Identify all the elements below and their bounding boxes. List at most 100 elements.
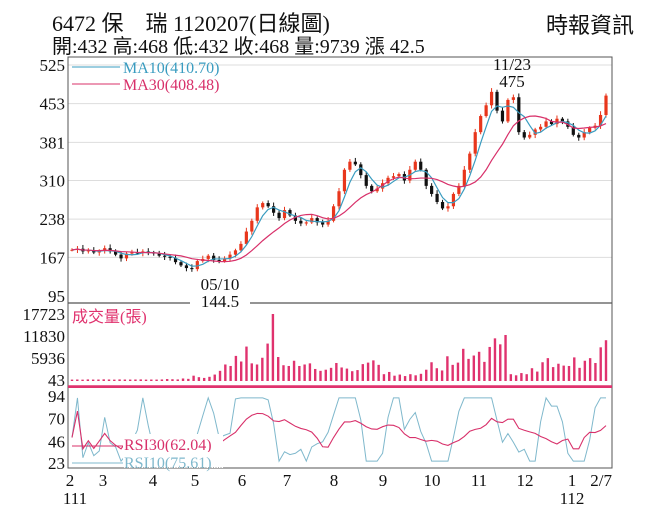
x-axis-year-label: 112 xyxy=(560,489,585,508)
candle-body xyxy=(304,222,308,224)
volume-bar xyxy=(329,367,333,381)
candle-body xyxy=(370,185,374,192)
rsi-axis-label: 23 xyxy=(48,454,65,473)
volume-bar xyxy=(187,378,190,381)
candle-body xyxy=(353,161,357,165)
volume-bar xyxy=(298,365,301,381)
x-axis-label: 3 xyxy=(99,471,108,490)
volume-bar xyxy=(351,371,354,381)
volume-bar xyxy=(488,346,491,381)
volume-bar xyxy=(451,364,454,381)
volume-bar xyxy=(165,379,169,381)
volume-bar xyxy=(393,375,396,381)
candle-body xyxy=(179,262,183,266)
price-axis-label: 381 xyxy=(40,133,66,152)
volume-bar xyxy=(398,374,402,381)
x-axis-label: 4 xyxy=(149,471,158,490)
candle-body xyxy=(315,218,319,223)
candle-body xyxy=(293,215,298,221)
x-axis-label: 2 xyxy=(66,471,75,490)
volume-bar xyxy=(70,379,74,381)
candle-body xyxy=(250,220,254,232)
candle-body xyxy=(348,161,352,170)
candle-body xyxy=(577,134,581,138)
volume-bar xyxy=(562,365,565,381)
volume-bar xyxy=(271,314,275,381)
ma30-line xyxy=(71,115,607,263)
candle-body xyxy=(261,203,265,208)
candle-body xyxy=(310,218,314,223)
volume-bar xyxy=(525,374,528,381)
volume-bar xyxy=(335,362,338,381)
volume-bar xyxy=(382,374,386,381)
x-axis-label: 5 xyxy=(191,471,200,490)
volume-bar xyxy=(530,368,534,381)
x-axis-label: 12 xyxy=(517,471,534,490)
candle-body xyxy=(457,185,461,194)
candle-body xyxy=(413,161,417,170)
volume-bar xyxy=(366,362,370,381)
volume-bar xyxy=(303,364,306,381)
volume-bar xyxy=(213,374,216,381)
candle-body xyxy=(282,210,287,219)
candle-body xyxy=(571,126,575,135)
candle-body xyxy=(222,258,227,262)
volume-bar xyxy=(430,362,433,381)
candle-body xyxy=(511,97,515,100)
volume-bar xyxy=(425,369,428,381)
volume-bar xyxy=(97,379,100,381)
volume-bar xyxy=(91,379,95,381)
candle-body xyxy=(386,177,390,184)
volume-bar xyxy=(604,340,608,381)
plot-frame xyxy=(67,56,613,469)
volume-bar xyxy=(472,355,476,381)
candle-body xyxy=(157,253,161,256)
volume-bar xyxy=(171,379,174,381)
volume-bar xyxy=(324,369,327,381)
volume-legend: 成交量(張) xyxy=(72,308,147,326)
candle-body xyxy=(451,193,456,207)
candle-body xyxy=(277,212,281,219)
volume-bar xyxy=(520,373,523,381)
candle-body xyxy=(588,127,592,133)
candle-body xyxy=(331,206,336,221)
low-value-annotation: 144.5 xyxy=(201,292,239,311)
volume-bar xyxy=(139,379,142,381)
volume-bar xyxy=(588,358,592,381)
volume-bar xyxy=(594,362,597,381)
volume-bar xyxy=(551,367,555,381)
volume-bar xyxy=(76,379,79,381)
candle-body xyxy=(484,105,488,117)
volume-bar xyxy=(292,360,296,381)
candle-body xyxy=(108,248,112,252)
volume-bar xyxy=(403,376,407,381)
volume-bar xyxy=(409,374,412,381)
volume-bar xyxy=(319,370,322,381)
candle-body xyxy=(255,207,259,221)
candle-body xyxy=(468,153,472,170)
candle-body xyxy=(440,201,445,209)
candle-body xyxy=(446,206,450,209)
candle-body xyxy=(473,132,477,154)
volume-bar xyxy=(414,375,417,381)
candle-body xyxy=(337,191,341,207)
candle-body xyxy=(506,99,510,122)
candle-body xyxy=(397,174,401,177)
x-axis-year-label: 111 xyxy=(63,489,87,508)
x-axis-label: 6 xyxy=(238,471,247,490)
volume-bar xyxy=(86,379,90,381)
volume-bar xyxy=(113,379,116,381)
ma10-legend: MA10(410.70) xyxy=(123,60,219,77)
rsi10-legend: RSI10(75.61) xyxy=(124,455,212,472)
candle-body xyxy=(549,121,554,125)
price-axis-label: 167 xyxy=(40,248,66,267)
price-axis-label: 525 xyxy=(40,56,66,75)
volume-bar xyxy=(477,351,481,381)
volume-axis-label: 11830 xyxy=(23,327,65,346)
low-date-annotation: 05/10 xyxy=(201,275,240,294)
candle-body xyxy=(266,203,270,207)
volume-bar xyxy=(557,363,560,381)
candle-body xyxy=(435,193,439,202)
volume-bar xyxy=(229,365,232,381)
